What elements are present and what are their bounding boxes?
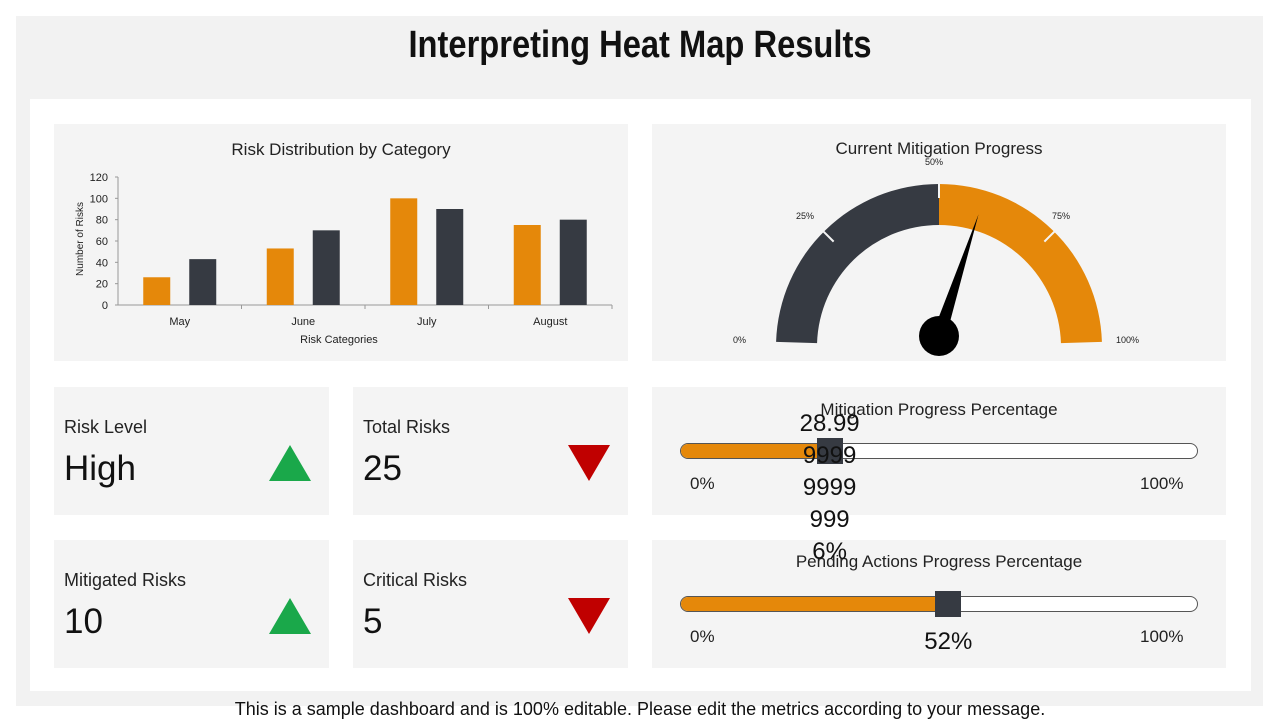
kpi-label: Risk Level [64,417,148,437]
x-tick-label: August [533,316,567,328]
kpi-label: Total Risks [363,417,451,437]
bar [390,198,418,305]
kpi-risk-level: Risk Level High [54,387,329,515]
progress-min-label: 0% [690,627,715,646]
gauge-tick [1043,230,1056,243]
kpi-mitigated-risks: Mitigated Risks 10 [54,540,329,668]
y-tick-label: 120 [90,172,108,184]
kpi-label: Critical Risks [363,570,468,590]
pending-actions-panel: Pending Actions Progress Percentage 0% 1… [652,540,1226,668]
mitigation-progress-value: 28.99999999999996% [799,410,860,565]
gauge-chart: 0% 25% 50% 75% 100% [733,157,1139,356]
triangle-down-icon [568,598,610,634]
bar [513,225,541,305]
gauge-label-75: 75% [1052,211,1070,221]
mitigation-progress-panel: Mitigation Progress Percentage 0% 100% [652,387,1226,515]
gauge-arc-remaining [939,184,1102,344]
kpi-critical-risks: Critical Risks 5 [353,540,628,668]
pending-actions-progress-value: 52% [924,628,973,655]
x-axis-title: Risk Categories [300,334,378,346]
gauge-needle-hub [919,316,959,356]
y-tick-label: 60 [96,236,108,248]
kpi-value: 25 [363,449,402,488]
bar-chart-title: Risk Distribution by Category [231,140,451,159]
triangle-up-icon [269,445,311,481]
pending-actions-title: Pending Actions Progress Percentage [795,552,1083,571]
triangle-up-icon [269,598,311,634]
y-tick-label: 40 [96,257,108,269]
gauge-needle [932,214,979,339]
kpi-label: Mitigated Risks [64,570,187,590]
bar [266,248,294,305]
gauge-label-50: 50% [925,157,943,167]
y-axis-title: Number of Risks [75,202,86,276]
mitigation-progress-bar [680,443,1198,459]
bar [559,219,587,305]
gauge-label-100: 100% [1116,335,1139,345]
kpi-total-risks: Total Risks 25 [353,387,628,515]
progress-fill [681,597,950,611]
x-tick-label: July [417,316,437,328]
x-tick-label: May [169,316,190,328]
progress-slider-handle[interactable] [816,438,843,464]
bar [312,230,340,305]
progress-max-label: 100% [1140,474,1184,493]
gauge-title: Current Mitigation Progress [835,139,1043,158]
progress-min-label: 0% [690,474,715,493]
bar [143,277,171,305]
y-tick-label: 20 [96,279,108,291]
gauge-arc-completed [776,184,939,344]
bar [189,259,217,305]
gauge-label-25: 25% [796,211,814,221]
triangle-down-icon [568,445,610,481]
y-tick-label: 80 [96,215,108,227]
bar-chart-panel: Risk Distribution by Category 0 20 40 60 80 1… [54,124,628,361]
kpi-value: 5 [363,602,383,641]
kpi-value: High [64,449,136,488]
bar-chart: 0 20 40 60 80 100 120 May June July August Risk Cat… [75,172,613,346]
page-title: Interpreting Heat Map Results [408,24,872,66]
progress-slider-handle[interactable] [935,591,962,617]
mitigation-progress-title: Mitigation Progress Percentage [820,400,1058,419]
y-tick-label: 100 [90,193,108,205]
y-tick-label: 0 [102,300,108,312]
gauge-panel: Current Mitigation Progress 0% 25% 50% 75% 1… [652,124,1226,361]
gauge-tick [822,230,835,243]
kpi-value: 10 [64,602,103,641]
gauge-label-0: 0% [733,335,746,345]
footer-note: This is a sample dashboard and is 100% e… [234,699,1046,719]
progress-fill [681,444,831,458]
x-tick-label: June [291,316,315,328]
bar [436,209,464,305]
progress-max-label: 100% [1140,627,1184,646]
